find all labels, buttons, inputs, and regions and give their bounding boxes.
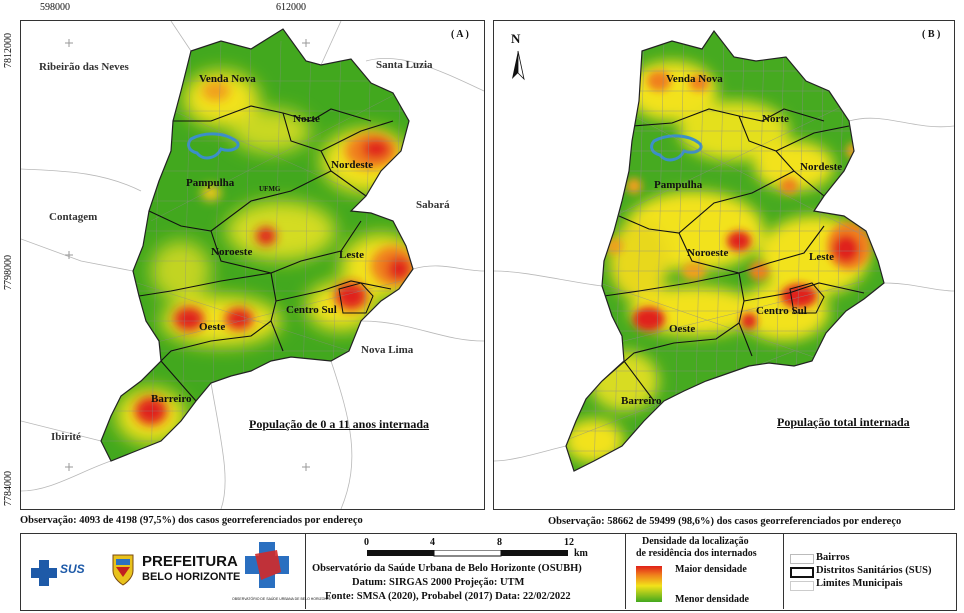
place-contagem: Contagem bbox=[49, 211, 98, 223]
scale-bar bbox=[367, 550, 568, 557]
credit-line-1: Observatório da Saúde Urbana de Belo Hor… bbox=[312, 563, 582, 574]
legend-bairros: Bairros bbox=[816, 552, 850, 563]
legend-swatch-bairros bbox=[790, 554, 814, 564]
district-b-noroeste: Noroeste bbox=[687, 247, 729, 259]
coord-left-2: 7798000 bbox=[3, 255, 14, 290]
district-b-oeste: Oeste bbox=[669, 323, 696, 335]
district-b-leste: Leste bbox=[809, 251, 835, 263]
place-santa-luzia: Santa Luzia bbox=[376, 59, 433, 71]
legend-swatch-limites bbox=[790, 581, 814, 591]
north-arrow-icon bbox=[512, 50, 525, 81]
district-a-norte: Norte bbox=[293, 113, 320, 125]
scale-tick-12: 12 bbox=[564, 537, 574, 548]
scale-tick-8: 8 bbox=[497, 537, 502, 548]
district-b-centro-sul: Centro Sul bbox=[756, 305, 807, 317]
footer-bar bbox=[20, 533, 957, 611]
observation-b: Observação: 58662 de 59499 (98,6%) dos c… bbox=[548, 516, 902, 527]
credits-section bbox=[305, 533, 626, 609]
sus-label: SUS bbox=[60, 562, 85, 576]
map-b-graphic bbox=[494, 29, 954, 472]
legend-distritos: Distritos Sanitários (SUS) bbox=[816, 565, 932, 576]
panel-b-label: ( B ) bbox=[922, 29, 941, 40]
panel-a-label: ( A ) bbox=[451, 29, 469, 40]
sus-logo-icon bbox=[31, 560, 57, 586]
bh-label: BELO HORIZONTE bbox=[142, 571, 241, 583]
district-a-barreiro: Barreiro bbox=[151, 393, 192, 405]
density-gradient bbox=[636, 566, 662, 602]
logos-section bbox=[20, 533, 306, 609]
district-a-noroeste: Noroeste bbox=[211, 246, 253, 258]
district-b-norte: Norte bbox=[762, 113, 789, 125]
district-b-venda-nova: Venda Nova bbox=[666, 73, 723, 85]
district-a-leste: Leste bbox=[339, 249, 365, 261]
scale-tick-4: 4 bbox=[430, 537, 435, 548]
district-b-pampulha: Pampulha bbox=[654, 179, 703, 191]
bh-coat-of-arms-icon bbox=[112, 554, 134, 586]
coord-top-2: 612000 bbox=[276, 2, 306, 13]
density-max-label: Maior densidade bbox=[675, 564, 747, 575]
legend-swatch-distritos bbox=[790, 567, 814, 578]
district-a-oeste: Oeste bbox=[199, 321, 226, 333]
district-a-centro-sul: Centro Sul bbox=[286, 304, 337, 316]
density-section bbox=[625, 533, 784, 609]
place-ribeirao: Ribeirão das Neves bbox=[39, 61, 129, 73]
district-a-nordeste: Nordeste bbox=[331, 159, 374, 171]
map-a-graphic bbox=[21, 21, 484, 509]
coord-left-1: 7812000 bbox=[3, 33, 14, 68]
credit-line-3: Fonte: SMSA (2020), Probabel (2017) Data… bbox=[325, 591, 571, 602]
panel-b-title: População total internada bbox=[777, 415, 910, 429]
credit-line-2: Datum: SIRGAS 2000 Projeção: UTM bbox=[352, 577, 525, 588]
osubh-logo-caption: OBSERVATÓRIO DE SAÚDE URBANA DE BELO HOR… bbox=[232, 597, 332, 601]
place-ibirite: Ibirité bbox=[51, 431, 81, 443]
coord-top-1: 598000 bbox=[40, 2, 70, 13]
map-panel-a[interactable]: ( A ) Ribeirão das Neves Santa Luzia Con… bbox=[20, 20, 485, 510]
density-title-2: de residência dos internados bbox=[636, 548, 757, 559]
district-b-nordeste: Nordeste bbox=[800, 161, 843, 173]
density-min-label: Menor densidade bbox=[675, 594, 749, 605]
density-title-1: Densidade da localização bbox=[642, 536, 749, 547]
district-a-venda-nova: Venda Nova bbox=[199, 73, 256, 85]
north-label: N bbox=[511, 31, 521, 46]
coord-left-3: 7784000 bbox=[3, 471, 14, 506]
place-ufmg: UFMG bbox=[259, 185, 281, 193]
osubh-logo-icon bbox=[245, 542, 289, 588]
scale-tick-0: 0 bbox=[364, 537, 369, 548]
legend-limites: Limites Municipais bbox=[816, 578, 903, 589]
map-panel-b[interactable]: ( B ) N Venda Nova Norte Nordeste Pampul… bbox=[493, 20, 955, 510]
place-nova-lima: Nova Lima bbox=[361, 344, 414, 356]
district-b-barreiro: Barreiro bbox=[621, 395, 662, 407]
observation-a: Observação: 4093 de 4198 (97,5%) dos cas… bbox=[20, 515, 363, 526]
panel-a-title: População de 0 a 11 anos internada bbox=[249, 417, 430, 431]
district-a-pampulha: Pampulha bbox=[186, 177, 235, 189]
prefeitura-label: PREFEITURA bbox=[142, 553, 238, 570]
place-sabara: Sabará bbox=[416, 199, 450, 211]
scale-unit: km bbox=[574, 548, 588, 559]
